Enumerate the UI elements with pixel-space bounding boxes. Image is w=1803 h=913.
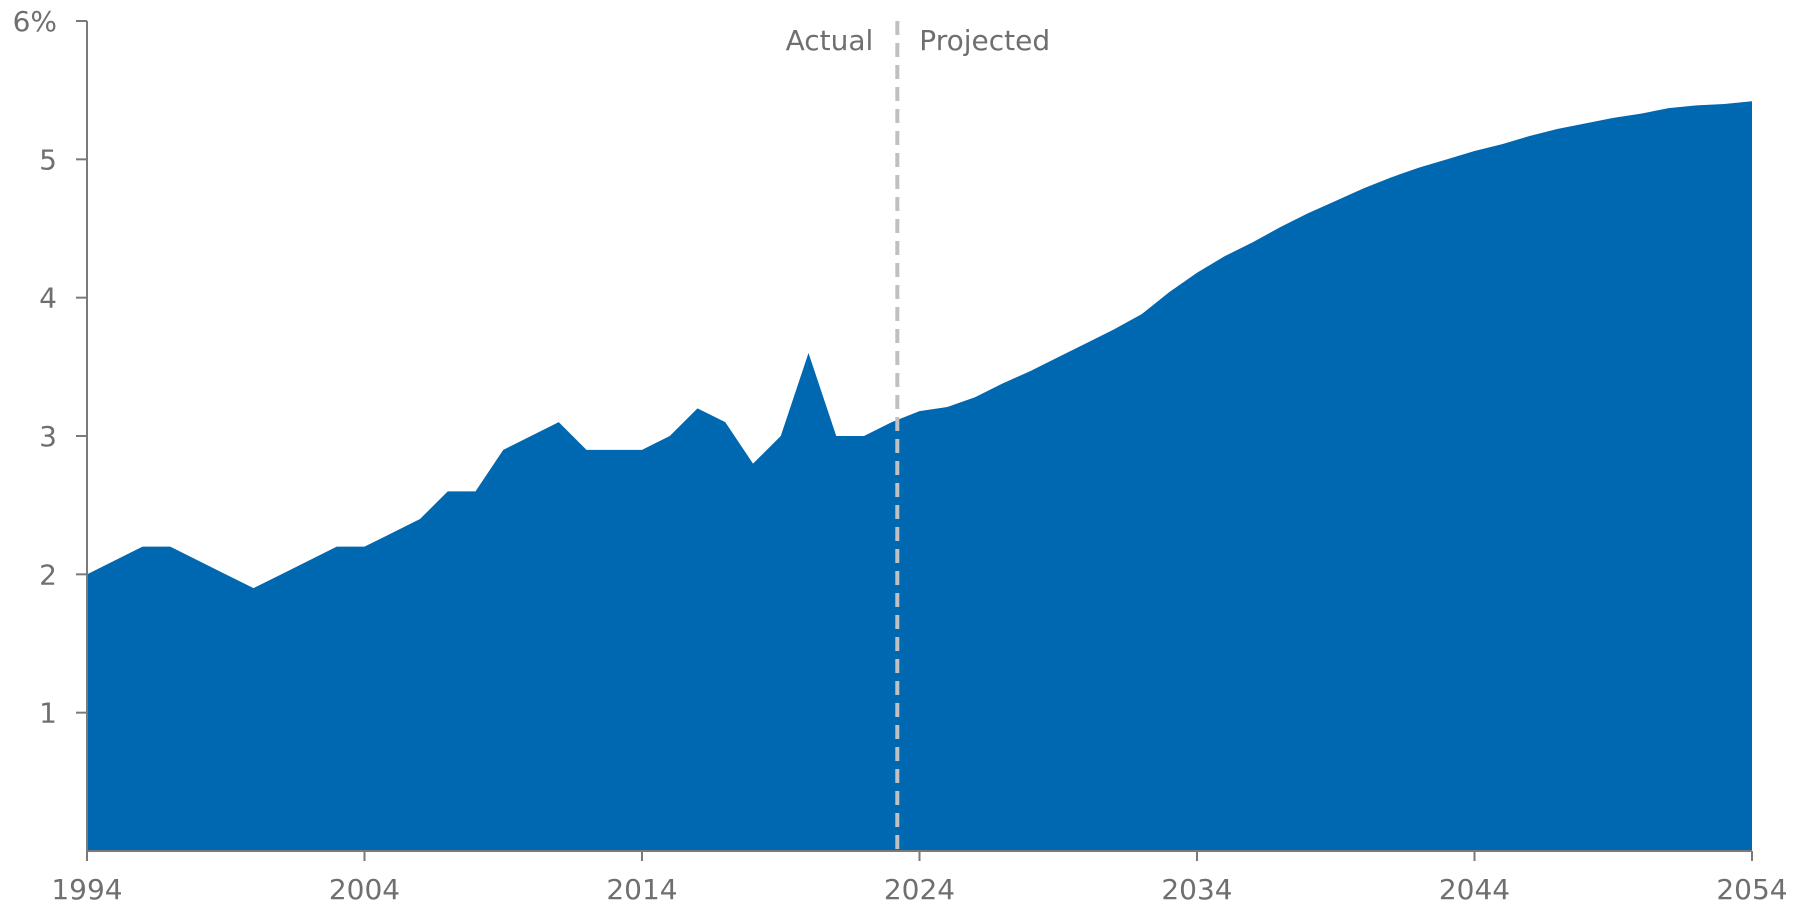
axis-layer	[76, 20, 1753, 861]
y-tick-label-5: 5	[39, 143, 57, 176]
y-tick-label-3: 3	[39, 420, 57, 453]
actual-label: Actual	[786, 24, 874, 57]
x-tick-label-2004: 2004	[329, 873, 400, 906]
x-tick-label-2024: 2024	[884, 873, 955, 906]
y-tick-label-6: 6%	[13, 5, 57, 38]
x-tick-label-2054: 2054	[1716, 873, 1787, 906]
y-tick-label-2: 2	[39, 558, 57, 591]
tick-labels: 1994 2004 2014 2024 2034 2044 2054 1 2 3 4 5 6%	[13, 5, 1788, 906]
area-layer	[87, 101, 1752, 852]
y-tick-label-4: 4	[39, 282, 57, 315]
area-series-0	[87, 101, 1752, 852]
x-tick-label-2014: 2014	[606, 873, 677, 906]
x-tick-label-2044: 2044	[1439, 873, 1510, 906]
y-tick-label-1: 1	[39, 697, 57, 730]
x-tick-label-1994: 1994	[51, 873, 122, 906]
divider-layer: Actual Projected	[786, 21, 1050, 851]
x-tick-label-2034: 2034	[1161, 873, 1232, 906]
projected-label: Projected	[919, 24, 1050, 57]
